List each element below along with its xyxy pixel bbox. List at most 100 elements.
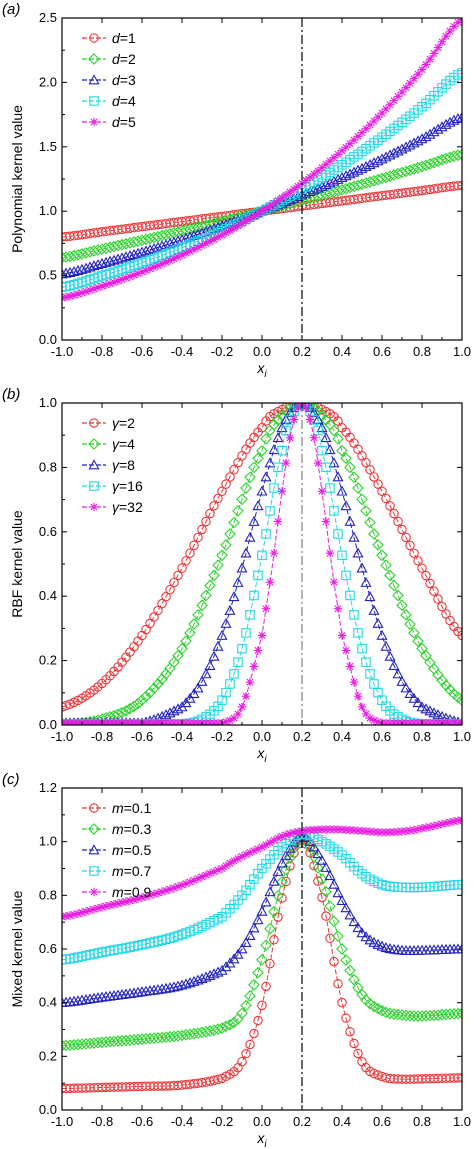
data-point (212, 559, 224, 572)
data-point (269, 548, 279, 558)
plot-area (62, 816, 462, 1094)
y-tick-label: 1.0 (39, 395, 57, 410)
data-point (345, 662, 355, 671)
data-point (433, 594, 443, 604)
data-point (453, 180, 462, 191)
data-point (225, 859, 235, 868)
data-point (361, 709, 371, 719)
data-point (228, 1016, 240, 1029)
data-point (328, 878, 340, 889)
data-point (445, 817, 455, 827)
legend-marker (89, 803, 99, 813)
data-point (161, 886, 171, 895)
data-point (241, 628, 251, 638)
x-axis-title: xi (256, 360, 267, 380)
data-point (196, 599, 208, 612)
x-tick-label: 0.0 (253, 729, 271, 744)
data-point (160, 982, 172, 993)
data-point (233, 709, 243, 719)
data-point (236, 493, 248, 506)
data-point (356, 493, 368, 506)
data-point (217, 864, 227, 873)
x-tick-label: 0.4 (333, 1114, 351, 1129)
data-point (332, 887, 344, 898)
data-point (221, 861, 231, 870)
legend-entry: m=0.7 (82, 863, 152, 879)
legend-label: m=0.1 (112, 800, 152, 816)
panel-label: (b) (2, 386, 20, 403)
data-point (256, 444, 268, 457)
data-point (365, 465, 375, 475)
data-point (320, 885, 332, 898)
data-point (285, 187, 295, 197)
x-tick-label: 0.6 (373, 1114, 391, 1129)
data-point (348, 531, 360, 542)
data-point (341, 1013, 351, 1023)
data-point (344, 909, 356, 920)
data-point (405, 826, 415, 835)
data-point (269, 199, 279, 208)
data-point (180, 635, 192, 647)
data-point (188, 687, 200, 698)
legend: d=1 d=2 d=3 d=4 d=5 (82, 30, 136, 130)
data-point (425, 54, 435, 64)
series-5 (62, 18, 462, 302)
data-point (237, 852, 247, 861)
legend-entry: γ=32 (82, 499, 143, 515)
data-point (260, 433, 272, 445)
data-point (172, 980, 184, 991)
data-point (161, 591, 171, 602)
data-point (324, 177, 336, 188)
data-point (392, 145, 404, 156)
data-point (372, 539, 384, 551)
data-point (277, 193, 287, 202)
x-tick-label: 1.0 (453, 1114, 471, 1129)
data-point (328, 457, 340, 468)
data-point (284, 852, 296, 864)
data-point (236, 1007, 248, 1020)
data-point (388, 579, 400, 592)
data-point (385, 501, 395, 511)
data-point (456, 148, 462, 161)
y-tick-label: 0.6 (39, 941, 57, 956)
data-point (417, 824, 427, 833)
data-point (412, 697, 424, 708)
data-point (236, 562, 248, 573)
data-point (308, 406, 320, 418)
data-point (340, 902, 352, 913)
data-point (205, 237, 215, 246)
data-point (348, 915, 360, 927)
data-point (404, 687, 416, 698)
data-point (229, 713, 239, 723)
data-point (313, 166, 323, 176)
data-point (412, 135, 424, 146)
x-tick-label: -1.0 (51, 729, 73, 744)
data-point (404, 1010, 416, 1022)
data-point (336, 485, 348, 496)
data-point (357, 1056, 367, 1067)
data-point (452, 149, 462, 162)
data-point (344, 515, 356, 526)
data-point (325, 156, 335, 166)
x-tick-label: 0.8 (413, 1114, 431, 1129)
data-point (196, 973, 208, 984)
data-point (305, 848, 315, 858)
legend-marker (88, 459, 100, 470)
y-tick-label: 0.0 (39, 1102, 57, 1117)
data-point (364, 516, 376, 529)
data-point (81, 287, 91, 296)
data-point (393, 516, 403, 527)
data-point (192, 609, 204, 621)
y-tick-label: 0.0 (39, 332, 57, 347)
data-point (209, 501, 219, 511)
data-point (80, 262, 92, 273)
data-point (109, 900, 119, 909)
data-point (124, 702, 136, 715)
legend: m=0.1 m=0.3 m=0.5 m=0.7 m=0.9 (82, 800, 152, 900)
data-point (125, 272, 135, 281)
data-point (397, 87, 407, 97)
legend-entry: m=0.1 (82, 800, 152, 816)
data-point (180, 978, 192, 989)
legend-marker (88, 53, 100, 65)
data-point (64, 266, 76, 277)
